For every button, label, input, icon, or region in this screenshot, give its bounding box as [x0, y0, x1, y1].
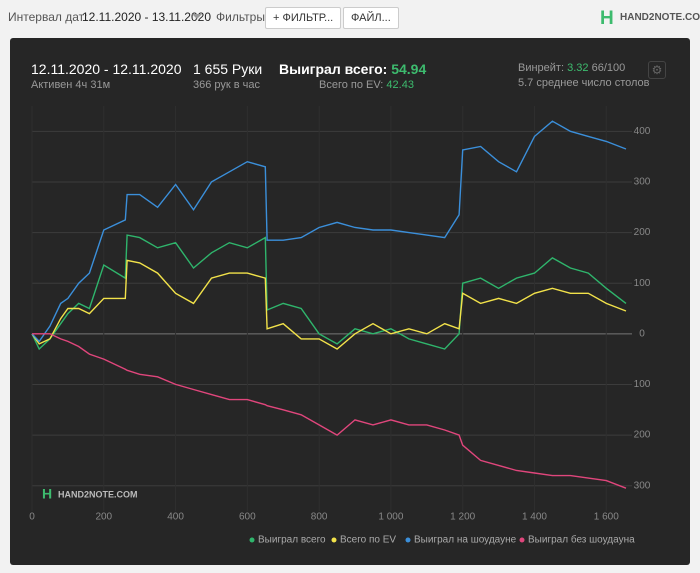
hands-per-hour: 366 рук в час [193, 79, 261, 91]
y-tick-label: 300 [634, 480, 651, 491]
series-line [31, 234, 627, 351]
active: Активен 4ч 31м [31, 79, 111, 91]
filter-button-text: ФИЛЬТР... [282, 12, 334, 24]
filters-label: Фильтры: [216, 10, 269, 24]
x-tick-label: 1 200 [450, 512, 475, 523]
period: 12.11.2020 - 12.11.2020 [31, 61, 182, 77]
x-tick-label: 0 [29, 512, 35, 523]
legend-marker [249, 537, 255, 543]
x-tick-label: 1 000 [378, 512, 403, 523]
won-value: 54.94 [391, 61, 427, 77]
x-tick-label: 800 [311, 512, 328, 523]
legend-label: Выиграл на шоудауне [414, 535, 517, 546]
y-tick-label: 200 [634, 227, 651, 238]
y-tick-label: 300 [634, 177, 651, 188]
x-tick-label: 600 [239, 512, 256, 523]
ev-value: 42.43 [386, 79, 414, 91]
x-tick-label: 1 400 [522, 512, 547, 523]
x-tick-label: 400 [167, 512, 184, 523]
date-range[interactable]: 12.11.2020 - 13.11.2020 [82, 10, 211, 24]
y-tick-label: 100 [634, 278, 651, 289]
winrate-unit: 66/100 [591, 62, 626, 74]
y-tick-label: 100 [634, 379, 651, 390]
watermark-icon: H [42, 486, 52, 502]
series-line [31, 120, 627, 343]
won-label: Выиграл всего: [279, 61, 388, 77]
y-tick-label: 0 [639, 328, 645, 339]
winrate-label: Винрейт: [518, 62, 565, 74]
series-line [31, 259, 627, 350]
logo-icon: H [600, 8, 614, 29]
x-tick-label: 200 [95, 512, 112, 523]
file-button[interactable]: ФАЙЛ... [343, 7, 399, 29]
dropdown-arrow[interactable] [192, 14, 202, 20]
watermark: HAND2NOTE.COM [58, 489, 138, 499]
hands: 1 655 Руки [193, 61, 263, 77]
filter-button[interactable]: + ФИЛЬТР... [265, 7, 342, 29]
legend-marker [519, 537, 525, 543]
y-tick-label: 400 [634, 126, 651, 137]
file-button-text: ФАЙЛ... [351, 12, 391, 24]
tables: 5.7 среднее число столов [518, 77, 650, 89]
date-label: Интервал дат: [8, 10, 88, 24]
legend-marker [405, 537, 411, 543]
legend-label: Выиграл всего [258, 535, 326, 546]
winrate-value: 3.32 [567, 62, 589, 74]
y-tick-label: 200 [634, 430, 651, 441]
ev-label: Всего по EV: [319, 79, 384, 91]
logo: HAND2NOTE.COM [620, 12, 700, 23]
legend-label: Выиграл без шоудауна [528, 534, 635, 546]
legend-label: Всего по EV [340, 535, 396, 546]
settings-button[interactable]: ⚙ [648, 61, 666, 79]
legend-marker [331, 537, 337, 543]
series-line [32, 333, 627, 489]
x-tick-label: 1 600 [594, 512, 619, 523]
